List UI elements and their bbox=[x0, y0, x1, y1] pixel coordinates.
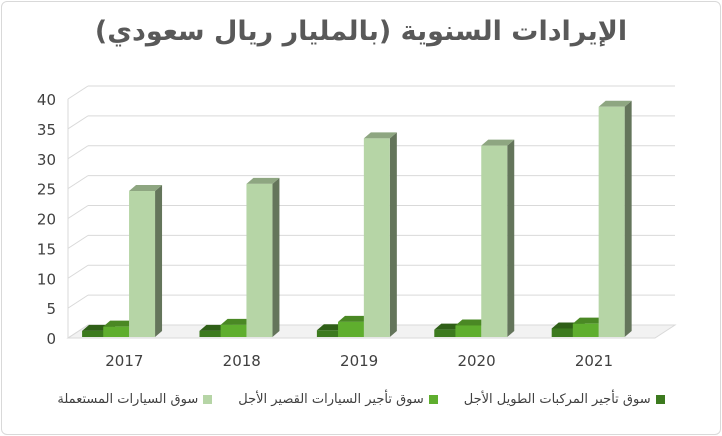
chart-legend: سوق تأجير المركبات الطويل الأجل سوق تأجي… bbox=[0, 392, 722, 407]
bar-top-1-2 bbox=[338, 315, 372, 322]
legend-item-used-cars: سوق السيارات المستعملة bbox=[57, 392, 213, 407]
y-tick-label-8: 40 bbox=[37, 91, 56, 109]
y-tick-label-6: 30 bbox=[37, 151, 56, 169]
chart-title: الإيرادات السنوية (بالمليار ريال سعودي) bbox=[94, 16, 628, 47]
bar-1-4 bbox=[572, 323, 599, 337]
x-tick-label-4: 2021 bbox=[575, 352, 613, 370]
bar-0-3 bbox=[434, 329, 461, 337]
bar-top-2-2 bbox=[363, 132, 397, 139]
x-tick-label-3: 2020 bbox=[457, 352, 495, 370]
bar-top-1-0 bbox=[103, 320, 137, 327]
gridline-diag-4 bbox=[67, 205, 89, 219]
legend-item-long-term: سوق تأجير المركبات الطويل الأجل bbox=[464, 392, 665, 407]
x-tick-label-0: 2017 bbox=[105, 352, 143, 370]
bar-1-3 bbox=[455, 325, 482, 337]
bar-top-1-1 bbox=[220, 318, 254, 325]
bar-1-2 bbox=[338, 321, 365, 337]
bar-1-1 bbox=[220, 324, 247, 337]
legend-label-short-term: سوق تأجير السيارات القصير الأجل bbox=[238, 392, 424, 407]
y-tick-label-2: 10 bbox=[37, 270, 56, 288]
bar-2-1 bbox=[246, 183, 273, 337]
legend-swatch-short-term bbox=[428, 395, 438, 404]
bar-2-2 bbox=[363, 138, 390, 337]
gridline-diag-1 bbox=[67, 294, 89, 309]
bar-0-2 bbox=[316, 330, 343, 337]
bar-2-4 bbox=[598, 106, 625, 337]
x-tick-label-2: 2019 bbox=[340, 352, 378, 370]
bar-side-2-1 bbox=[272, 177, 280, 337]
gridline-diag-2 bbox=[67, 264, 89, 279]
gridline-diag-5 bbox=[67, 175, 89, 190]
legend-swatch-used-cars bbox=[203, 395, 213, 404]
y-tick-label-3: 15 bbox=[37, 240, 56, 258]
bar-top-2-1 bbox=[246, 177, 280, 184]
bar-0-0 bbox=[82, 330, 109, 337]
y-tick-label-1: 5 bbox=[46, 300, 56, 318]
gridline-diag-7 bbox=[67, 115, 89, 130]
bar-side-2-2 bbox=[389, 132, 397, 337]
bar-2-3 bbox=[481, 145, 508, 337]
bar-1-0 bbox=[103, 326, 130, 337]
gridline-diag-3 bbox=[67, 234, 89, 249]
bar-side-2-4 bbox=[624, 100, 632, 337]
legend-label-long-term: سوق تأجير المركبات الطويل الأجل bbox=[463, 392, 651, 407]
y-tick-label-7: 35 bbox=[37, 121, 56, 139]
bar-0-4 bbox=[551, 328, 578, 337]
bar-0-1 bbox=[199, 330, 226, 337]
bar-top-2-0 bbox=[129, 185, 163, 192]
legend-label-used-cars: سوق السيارات المستعملة bbox=[57, 392, 199, 407]
bar-side-2-0 bbox=[155, 185, 163, 337]
x-tick-label-1: 2018 bbox=[223, 352, 261, 370]
bar-top-2-4 bbox=[598, 100, 632, 107]
y-tick-label-4: 20 bbox=[37, 211, 56, 229]
bar-2-0 bbox=[129, 191, 156, 337]
legend-swatch-long-term bbox=[655, 395, 665, 404]
gridline-diag-6 bbox=[67, 145, 89, 160]
legend-item-short-term: سوق تأجير السيارات القصير الأجل bbox=[238, 392, 438, 407]
bar-top-2-3 bbox=[481, 139, 515, 146]
gridline-diag-0 bbox=[67, 324, 89, 339]
bar-top-1-4 bbox=[572, 317, 606, 324]
bar-side-2-3 bbox=[507, 139, 515, 337]
y-tick-label-0: 0 bbox=[46, 330, 56, 348]
y-tick-label-5: 25 bbox=[37, 181, 56, 199]
bar-top-1-3 bbox=[455, 319, 489, 326]
gridline-diag-8 bbox=[67, 85, 89, 100]
